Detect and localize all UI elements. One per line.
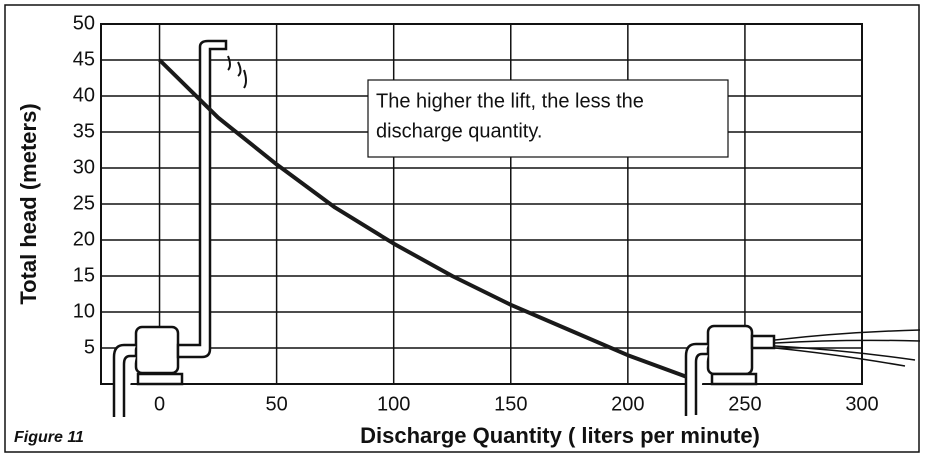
annotation-line: discharge quantity.	[376, 120, 542, 142]
y-tick-label: 25	[73, 192, 95, 214]
y-tick-label: 20	[73, 228, 95, 250]
x-axis-label: Discharge Quantity ( liters per minute)	[360, 423, 760, 448]
x-tick-label: 300	[845, 393, 878, 415]
y-tick-label: 5	[84, 336, 95, 358]
y-tick-label: 10	[73, 300, 95, 322]
y-tick-label: 35	[73, 120, 95, 142]
y-tick-label: 30	[73, 156, 95, 178]
y-tick-label: 40	[73, 84, 95, 106]
left-pump	[136, 327, 178, 373]
annotation-line: The higher the lift, the less the	[376, 90, 644, 112]
x-tick-label: 50	[265, 393, 287, 415]
right-pump-base	[712, 374, 756, 384]
y-tick-label: 15	[73, 264, 95, 286]
y-tick-label: 50	[73, 12, 95, 34]
x-tick-label: 150	[494, 393, 527, 415]
x-tick-label: 0	[154, 393, 165, 415]
chart: The higher the lift, the less the discha…	[0, 0, 925, 458]
x-tick-label: 100	[377, 393, 410, 415]
figure-label: Figure 11	[14, 429, 84, 446]
right-pump	[708, 326, 752, 374]
y-tick-label: 45	[73, 48, 95, 70]
left-pump-base	[138, 374, 182, 384]
x-tick-label: 250	[728, 393, 761, 415]
right-outlet	[752, 336, 774, 348]
x-tick-label: 200	[611, 393, 644, 415]
y-axis-label: Total head (meters)	[16, 103, 41, 304]
